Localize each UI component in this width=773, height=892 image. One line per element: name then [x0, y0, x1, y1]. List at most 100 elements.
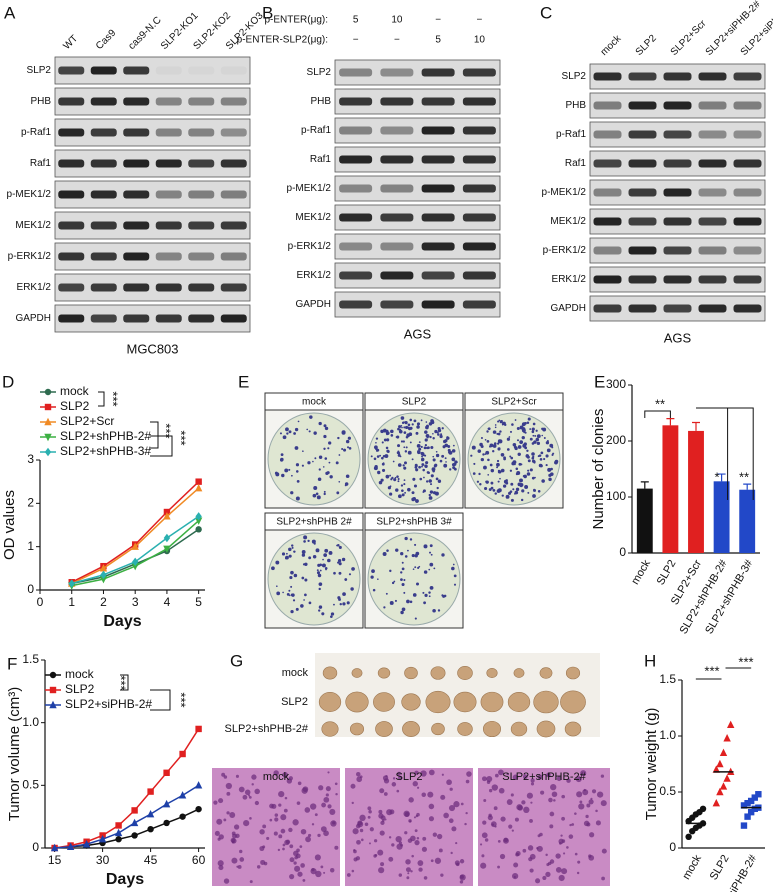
colony: [500, 452, 505, 457]
colony: [276, 591, 281, 596]
nucleus: [236, 865, 239, 868]
nucleus: [388, 856, 394, 862]
nucleus: [367, 806, 372, 811]
colony: [494, 426, 497, 429]
colony: [535, 429, 538, 432]
colony: [329, 475, 333, 479]
nucleus: [214, 830, 220, 836]
x-tick-label: 1: [68, 595, 75, 609]
blot-strip: [54, 180, 251, 209]
nucleus: [283, 808, 288, 813]
nucleus: [423, 876, 428, 880]
colony: [517, 445, 522, 449]
nucleus: [441, 773, 444, 776]
colony: [392, 460, 395, 463]
band: [188, 283, 215, 292]
point: [131, 832, 138, 839]
colony: [294, 427, 299, 432]
colony: [395, 548, 399, 552]
colony: [282, 435, 287, 440]
colony: [389, 492, 393, 496]
nucleus: [383, 778, 390, 784]
colony: [430, 474, 434, 478]
colony: [416, 425, 420, 429]
band: [188, 221, 215, 230]
y-tick-label: 1: [27, 539, 34, 553]
colony: [519, 440, 524, 445]
colony: [398, 429, 403, 434]
significance: ***: [704, 663, 719, 678]
nucleus: [443, 812, 449, 819]
y-tick-label: 0: [32, 840, 39, 854]
colony: [411, 423, 414, 426]
colony: [501, 494, 504, 497]
colony: [412, 568, 415, 570]
nucleus: [537, 774, 543, 780]
colony: [506, 448, 510, 451]
band: [90, 66, 117, 75]
colony: [529, 437, 533, 441]
colony: [328, 461, 331, 464]
point: [740, 802, 748, 809]
colony: [430, 419, 434, 423]
nucleus: [586, 803, 591, 808]
band: [155, 221, 182, 230]
nucleus: [398, 873, 403, 877]
protein-label: PHB: [310, 96, 331, 107]
colony: [405, 446, 408, 449]
point: [50, 843, 59, 852]
colony: [433, 464, 437, 468]
colony: [512, 442, 517, 447]
colony: [318, 609, 321, 612]
colony: [492, 430, 497, 434]
y-tick-label: 0: [669, 840, 676, 854]
nucleus: [278, 834, 283, 839]
condition-label: p-ENTER(μg):: [264, 15, 328, 26]
colony: [286, 592, 290, 596]
band: [593, 130, 622, 139]
nucleus: [243, 819, 250, 827]
colony: [280, 453, 284, 457]
nucleus: [413, 816, 416, 819]
colony: [428, 496, 433, 500]
colony: [389, 569, 392, 573]
band: [220, 252, 247, 261]
colony: [282, 591, 284, 594]
colony: [428, 595, 431, 598]
point: [99, 575, 108, 584]
x-tick-label: mock: [629, 558, 653, 587]
tumor: [401, 693, 421, 711]
nucleus: [561, 839, 566, 843]
colony: [343, 448, 347, 452]
nucleus: [260, 859, 266, 865]
x-tick-label: mock: [680, 853, 704, 882]
nucleus: [483, 798, 487, 802]
nucleus: [421, 792, 427, 798]
colony: [403, 431, 407, 434]
tumor: [513, 668, 525, 678]
tumor: [322, 666, 338, 680]
point: [195, 478, 202, 485]
error-bar: [666, 418, 675, 426]
nucleus: [235, 774, 239, 778]
nucleus: [523, 806, 530, 814]
colony: [482, 453, 485, 456]
colony: [318, 455, 323, 459]
colony: [284, 468, 289, 473]
colony: [413, 484, 417, 488]
colony: [291, 546, 294, 549]
nucleus: [416, 786, 420, 789]
band: [58, 66, 85, 75]
protein-label: PHB: [30, 96, 51, 107]
legend-label: SLP2: [60, 399, 90, 413]
y-axis-label: Number of clonies: [590, 409, 607, 530]
colony: [412, 477, 416, 481]
band: [663, 246, 692, 255]
bar: [688, 430, 704, 553]
colony: [437, 609, 441, 612]
colony: [342, 602, 346, 606]
tumor: [533, 690, 559, 714]
nucleus: [411, 854, 414, 858]
colony: [312, 493, 317, 498]
colony: [480, 444, 484, 449]
